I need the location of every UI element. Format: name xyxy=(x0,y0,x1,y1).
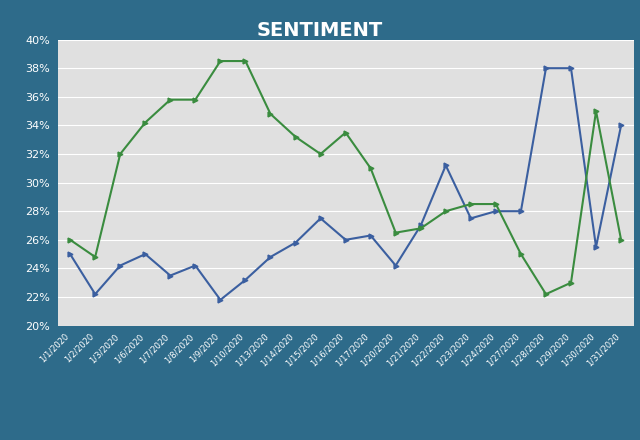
Decliners xyxy=(592,244,600,249)
Text: SENTIMENT: SENTIMENT xyxy=(257,21,383,40)
Decliners xyxy=(166,273,174,278)
Advancers xyxy=(342,130,349,135)
Decliners xyxy=(492,209,500,214)
Decliners xyxy=(92,291,99,297)
Decliners xyxy=(542,66,550,71)
Line: Decliners: Decliners xyxy=(68,66,623,302)
Decliners xyxy=(467,216,475,221)
Decliners xyxy=(567,66,575,71)
Advancers xyxy=(417,226,424,231)
Decliners xyxy=(241,277,249,282)
Decliners xyxy=(292,240,300,245)
Advancers xyxy=(216,59,224,64)
Advancers xyxy=(241,59,249,64)
Decliners xyxy=(367,233,374,238)
Decliners xyxy=(216,297,224,302)
Advancers xyxy=(92,254,99,260)
Decliners xyxy=(267,254,275,260)
Advancers xyxy=(116,151,124,157)
Advancers xyxy=(67,237,74,242)
Advancers xyxy=(166,97,174,102)
Decliners xyxy=(317,216,324,221)
Line: Advancers: Advancers xyxy=(68,59,623,297)
Decliners xyxy=(141,251,149,257)
Decliners xyxy=(617,123,625,128)
Advancers xyxy=(442,209,450,214)
Decliners xyxy=(392,263,399,268)
Advancers xyxy=(542,291,550,297)
Advancers xyxy=(467,202,475,207)
Advancers xyxy=(517,251,525,257)
Advancers xyxy=(492,202,500,207)
Decliners xyxy=(442,163,450,168)
Advancers xyxy=(191,97,199,102)
Advancers xyxy=(617,237,625,242)
Advancers xyxy=(367,165,374,171)
Decliners xyxy=(417,223,424,228)
Advancers xyxy=(592,108,600,114)
Decliners xyxy=(342,237,349,242)
Advancers xyxy=(392,230,399,235)
Advancers xyxy=(141,120,149,125)
Advancers xyxy=(317,151,324,157)
Decliners xyxy=(517,209,525,214)
Decliners xyxy=(116,263,124,268)
Decliners xyxy=(191,263,199,268)
Advancers xyxy=(267,111,275,117)
Advancers xyxy=(567,280,575,285)
Advancers xyxy=(292,134,300,139)
Decliners xyxy=(67,251,74,257)
